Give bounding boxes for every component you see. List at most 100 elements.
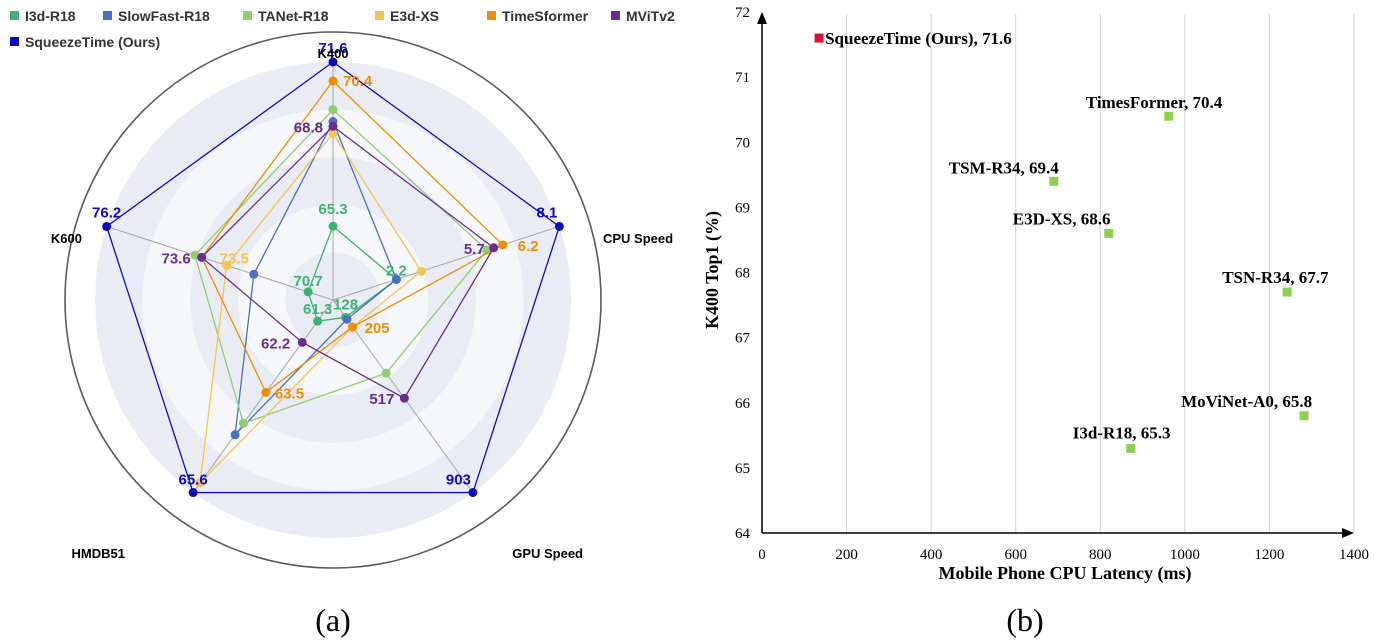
series-point-i3d-r18-k600 (303, 287, 313, 297)
data-label-mvitv2-k400: 68.8 (294, 119, 323, 136)
series-point-e3d-xs-cpu-speed (416, 266, 426, 276)
data-label-timesformer-gpu-speed: 205 (365, 320, 390, 337)
axis-label-gpu-speed: GPU Speed (512, 546, 583, 561)
data-label-mvitv2-hmdb51: 62.2 (261, 335, 290, 352)
caption-b: (b) (1006, 602, 1043, 638)
series-point-mvitv2-gpu-speed (399, 393, 409, 403)
data-label-timesformer-k400: 70.4 (343, 73, 373, 90)
data-label-mvitv2-k600: 73.6 (162, 250, 191, 267)
point-label-movinet-a0-65-8: MoViNet-A0, 65.8 (1181, 392, 1312, 411)
point-tsm-r34-69-4 (1049, 176, 1059, 186)
scatter-chart: 0 200 400 600 800 1000 1200 1400 64 65 66 67 68 69 70 7… (702, 5, 1369, 638)
y-tick-label-67: 67 (735, 331, 751, 347)
data-label-squeezetime-ours-k400: 71.6 (318, 40, 347, 57)
radar-data-labels: 71.6 8.1 903 65.6 76.2 70.4 6.2 205 63.5 68.8 5.7 5… (92, 40, 557, 489)
radar-grid (64, 31, 602, 569)
point-i3d-r18-65-3 (1126, 443, 1136, 453)
point-label-tsn-r34-67-7: TSN-R34, 67.7 (1222, 268, 1329, 287)
series-line-e3d-xs (199, 132, 423, 485)
series-point-e3d-xs-hmdb51 (195, 478, 205, 488)
legend-label-timesformer: TimeSformer (502, 8, 589, 24)
point-tsn-r34-67-7 (1282, 287, 1292, 297)
point-label-timesformer-70-4: TimesFormer, 70.4 (1086, 93, 1223, 112)
data-label-i3d-r18-hmdb51: 61.3 (303, 301, 332, 318)
series-point-slowfast-r18-cpu-speed (391, 274, 401, 284)
series-line-squeezetime-ours (105, 61, 561, 494)
scatter-points: SqueezeTime (Ours), 71.6 TimesFormer, 70.… (814, 29, 1329, 453)
x-tick-label-0: 0 (758, 547, 766, 563)
series-point-tanet-r18-k400 (328, 105, 338, 115)
legend-swatch-e3d-xs (375, 11, 384, 20)
radar-axis-labels: K400 CPU Speed GPU Speed HMDB51 K600 (51, 46, 673, 561)
series-point-timesformer-k400 (328, 76, 338, 86)
y-tick-label-68: 68 (735, 266, 750, 282)
series-line-tanet-r18 (194, 108, 488, 425)
series-point-tanet-r18-hmdb51 (238, 418, 248, 428)
point-label-squeezetime-ours-71-6: SqueezeTime (Ours), 71.6 (825, 29, 1012, 48)
series-point-mvitv2-k600 (197, 252, 207, 262)
data-label-mvitv2-cpu-speed: 5.7 (464, 241, 485, 258)
legend-label-tanet-r18: TANet-R18 (258, 8, 329, 24)
point-label-i3d-r18-65-3: I3d-R18, 65.3 (1073, 423, 1171, 442)
data-label-mvitv2-gpu-speed: 517 (369, 391, 394, 408)
y-tick-label-65: 65 (735, 461, 750, 477)
x-tick-label-600: 600 (1004, 547, 1027, 563)
series-point-squeezetime-ours-k600 (102, 221, 112, 231)
data-label-i3d-r18-gpu-speed: 128 (333, 296, 358, 313)
data-label-timesformer-cpu-speed: 6.2 (518, 238, 539, 255)
series-point-squeezetime-ours-hmdb51 (188, 488, 198, 498)
y-tick-label-66: 66 (735, 396, 751, 412)
axis-label-cpu-speed: CPU Speed (603, 231, 673, 246)
series-point-squeezetime-ours-k400 (328, 57, 338, 67)
radar-spoke (106, 225, 334, 301)
point-label-e3d-xs-68-6: E3D-XS, 68.6 (1013, 209, 1111, 228)
series-line-i3d-r18 (307, 225, 398, 322)
data-label-i3d-r18-cpu-speed: 2.2 (386, 262, 407, 279)
series-point-timesformer-hmdb51 (261, 387, 271, 397)
series-point-tanet-r18-gpu-speed (381, 368, 391, 378)
x-tick-label-800: 800 (1089, 547, 1112, 563)
data-label-squeezetime-ours-gpu-speed: 903 (446, 472, 471, 489)
scatter-grid (845, 14, 1355, 533)
data-label-squeezetime-ours-cpu-speed: 8.1 (536, 204, 557, 221)
y-tick-label-64: 64 (735, 526, 751, 542)
point-timesformer-70-4 (1164, 111, 1174, 121)
y-tick-label-72: 72 (735, 5, 750, 21)
data-label-squeezetime-ours-k600: 76.2 (92, 204, 121, 221)
legend-label-i3d-r18: I3d-R18 (25, 8, 76, 24)
x-tick-label-400: 400 (920, 547, 943, 563)
data-label-i3d-r18-k400: 65.3 (318, 201, 347, 218)
axis-label-k400: K400 (317, 46, 348, 61)
series-point-timesformer-cpu-speed (498, 240, 508, 250)
series-point-squeezetime-ours-gpu-speed (468, 488, 478, 498)
radar-spoke (192, 299, 334, 493)
x-axis-arrow (1342, 528, 1354, 538)
x-tick-label-200: 200 (835, 547, 858, 563)
legend-label-mvitv2: MViTv2 (626, 8, 675, 24)
radar-series (102, 57, 564, 498)
radar-spoke (332, 225, 560, 301)
series-point-i3d-r18-k400 (328, 221, 338, 231)
legend-label-slowfast-r18: SlowFast-R18 (118, 8, 210, 24)
point-movinet-a0-65-8 (1299, 411, 1309, 421)
radar-outer-circle (64, 31, 602, 569)
series-point-mvitv2-k400 (328, 121, 338, 131)
point-label-tsm-r34-69-4: TSM-R34, 69.4 (949, 158, 1060, 177)
y-tick-label-70: 70 (735, 135, 750, 151)
y-axis-arrow (757, 12, 767, 24)
radar-chart: I3d-R18 SlowFast-R18 TANet-R18 E3d-XS TimeSf… (10, 8, 675, 638)
series-line-timesformer (200, 80, 504, 394)
axis-label-k600: K600 (51, 231, 82, 246)
legend-label-squeezetime-ours: SqueezeTime (Ours) (25, 34, 160, 50)
series-point-timesformer-gpu-speed (348, 322, 358, 332)
data-label-timesformer-hmdb51: 63.5 (275, 385, 304, 402)
series-point-tanet-r18-k600 (190, 250, 200, 260)
radar-legend: I3d-R18 SlowFast-R18 TANet-R18 E3d-XS TimeSf… (10, 8, 675, 50)
legend-swatch-tanet-r18 (243, 11, 252, 20)
scatter-tick-labels: 0 200 400 600 800 1000 1200 1400 64 65 66 67 68 69 70 7… (735, 5, 1369, 563)
legend-swatch-slowfast-r18 (103, 11, 112, 20)
series-point-i3d-r18-hmdb51 (313, 316, 323, 326)
series-point-e3d-xs-k600 (222, 260, 232, 270)
series-point-slowfast-r18-hmdb51 (230, 430, 240, 440)
